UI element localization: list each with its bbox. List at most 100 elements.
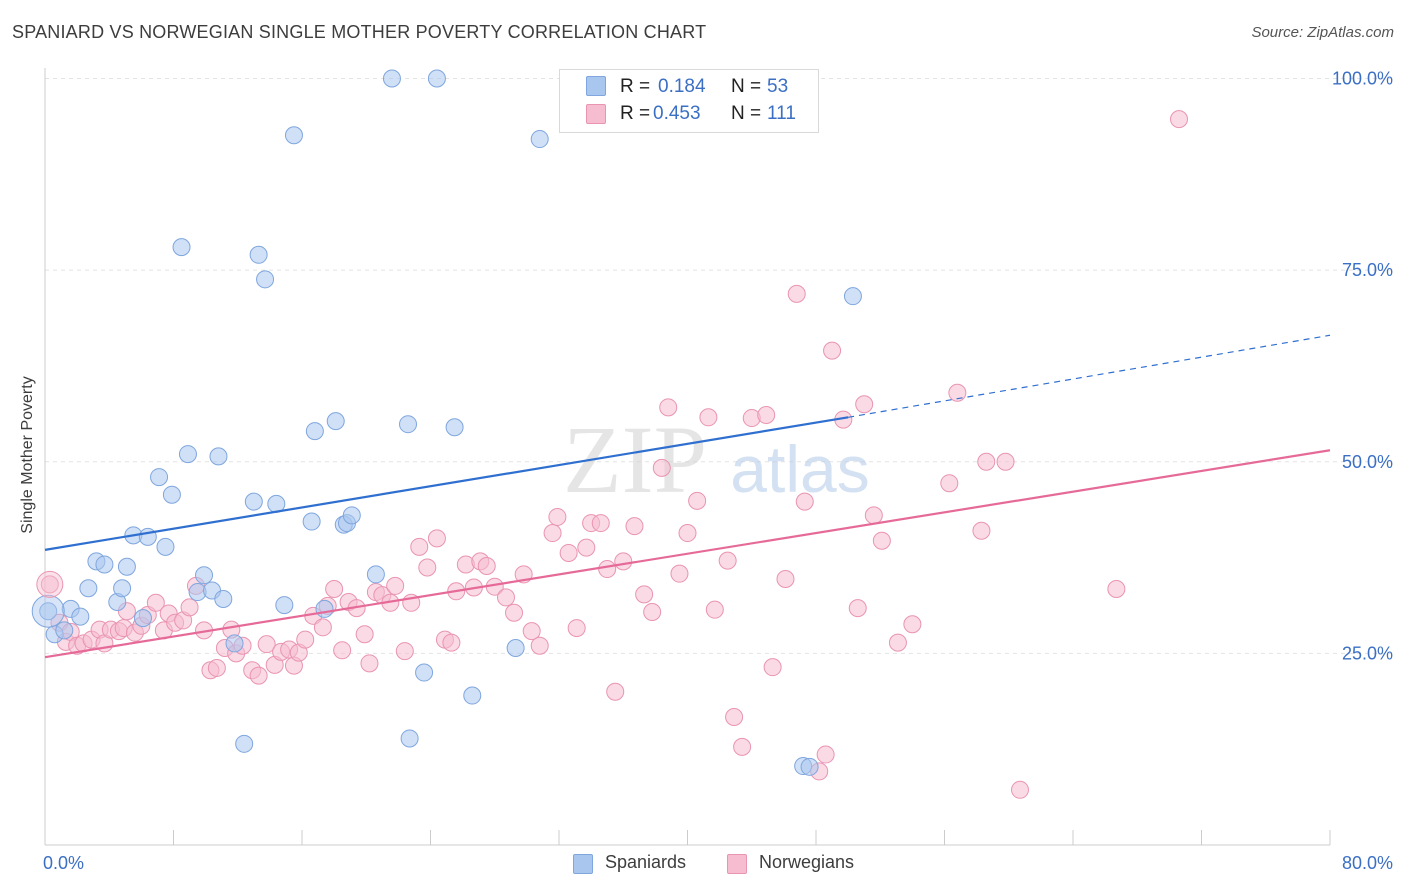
norwegian-point <box>530 636 549 655</box>
norwegian-point <box>355 625 374 644</box>
legend-n-value-norwegians: 111 <box>767 103 796 124</box>
spaniard-point <box>225 634 244 653</box>
spaniard-point <box>31 594 65 628</box>
norwegian-point <box>652 458 671 477</box>
source-credit: Source: ZipAtlas.com <box>1251 24 1394 41</box>
spaniard-point <box>382 69 401 88</box>
spaniard-point <box>326 412 345 431</box>
spaniard-point <box>256 270 275 289</box>
norwegian-point <box>763 658 782 677</box>
norwegian-point <box>823 341 842 360</box>
norwegian-point <box>816 745 835 764</box>
series-legend-swatch-norwegians <box>727 854 747 874</box>
norwegian-point <box>903 615 922 634</box>
norwegian-point <box>249 666 268 685</box>
norwegian-point <box>972 521 991 540</box>
spaniard-point <box>71 607 90 626</box>
y-tick-label: 50.0% <box>1342 452 1393 472</box>
norwegian-point <box>36 570 64 598</box>
chart-title: SPANIARD VS NORWEGIAN SINGLE MOTHER POVE… <box>12 22 707 42</box>
norwegian-point <box>688 491 707 510</box>
spaniard-point <box>150 468 169 487</box>
norwegian-point <box>1010 780 1029 799</box>
spaniard-point <box>284 126 303 145</box>
norwegian-point <box>257 635 276 654</box>
norwegian-point <box>848 599 867 618</box>
norwegian-point <box>548 507 567 526</box>
norwegian-point <box>864 506 883 525</box>
norwegian-point <box>643 602 662 621</box>
spaniard-point <box>95 555 114 574</box>
norwegian-point <box>996 452 1015 471</box>
norwegian-point <box>543 524 562 543</box>
spaniard-point <box>463 686 482 705</box>
spaniard-point <box>244 492 263 511</box>
norwegian-point <box>477 556 496 575</box>
legend-swatch-norwegians <box>586 104 606 124</box>
series-legend-label-spaniards: Spaniards <box>605 852 687 872</box>
spaniard-point <box>195 566 214 585</box>
norwegian-point <box>559 543 578 562</box>
norwegian-trend-line <box>44 449 1331 659</box>
norwegian-point <box>1107 579 1126 598</box>
norwegian-point <box>614 552 633 571</box>
spaniard-point <box>178 445 197 464</box>
norwegian-point <box>940 474 959 493</box>
spaniard-point <box>843 287 862 306</box>
spaniard-point <box>235 734 254 753</box>
norwegian-point <box>577 538 596 557</box>
norwegian-point <box>418 558 437 577</box>
norwegian-point <box>410 537 429 556</box>
norwegian-point <box>591 514 610 533</box>
norwegian-point <box>606 682 625 701</box>
x-tick-label: 0.0% <box>43 853 84 873</box>
spaniard-point <box>305 422 324 441</box>
spaniard-point <box>214 589 233 608</box>
legend-r-label-norwegians: R = <box>620 103 651 124</box>
y-tick-label: 25.0% <box>1342 643 1393 663</box>
norwegian-point <box>325 579 344 598</box>
norwegian-point <box>496 588 515 607</box>
spaniard-point <box>400 729 419 748</box>
norwegian-point <box>678 524 697 543</box>
spaniard-point <box>315 599 334 618</box>
norwegian-point <box>733 737 752 756</box>
watermark: ZIP atlas <box>563 406 870 513</box>
norwegian-point <box>442 633 461 652</box>
spaniard-point <box>79 579 98 598</box>
spaniard-point <box>302 512 321 531</box>
series-legend: Spaniards Norwegians <box>573 852 893 876</box>
x-tick-label: 80.0% <box>1342 853 1393 873</box>
norwegian-point <box>395 642 414 661</box>
axis-layer <box>44 68 1331 846</box>
norwegian-point <box>787 284 806 303</box>
norwegian-point <box>705 600 724 619</box>
norwegian-point <box>146 593 165 612</box>
norwegian-point <box>1170 110 1189 129</box>
tick-label-layer: 25.0% 50.0% 75.0% 100.0% 0.0% 80.0% <box>43 69 1393 874</box>
legend-n-label-spaniards: N = <box>731 76 762 97</box>
spaniard-point <box>427 69 446 88</box>
norwegian-point <box>888 633 907 652</box>
norwegian-point <box>670 564 689 583</box>
spaniard-point <box>133 609 152 628</box>
norwegian-point <box>386 576 405 595</box>
norwegian-point <box>718 551 737 570</box>
norwegian-point <box>948 383 967 402</box>
legend-r-label-spaniards: R = <box>620 76 651 97</box>
spaniard-point <box>39 602 58 621</box>
norwegian-point <box>296 630 315 649</box>
spaniard-point <box>800 757 819 776</box>
spaniard-point <box>209 447 228 466</box>
spaniard-point <box>162 485 181 504</box>
spaniard-point <box>249 245 268 264</box>
y-tick-label: 100.0% <box>1332 69 1393 89</box>
spaniard-point <box>445 418 464 437</box>
legend-swatch-spaniards <box>586 76 606 96</box>
spaniard-point <box>399 415 418 434</box>
y-tick-label: 75.0% <box>1342 260 1393 280</box>
norwegian-point <box>725 707 744 726</box>
norwegian-point <box>872 531 891 550</box>
norwegian-point <box>180 598 199 617</box>
legend-r-value-norwegians: 0.453 <box>653 103 701 124</box>
